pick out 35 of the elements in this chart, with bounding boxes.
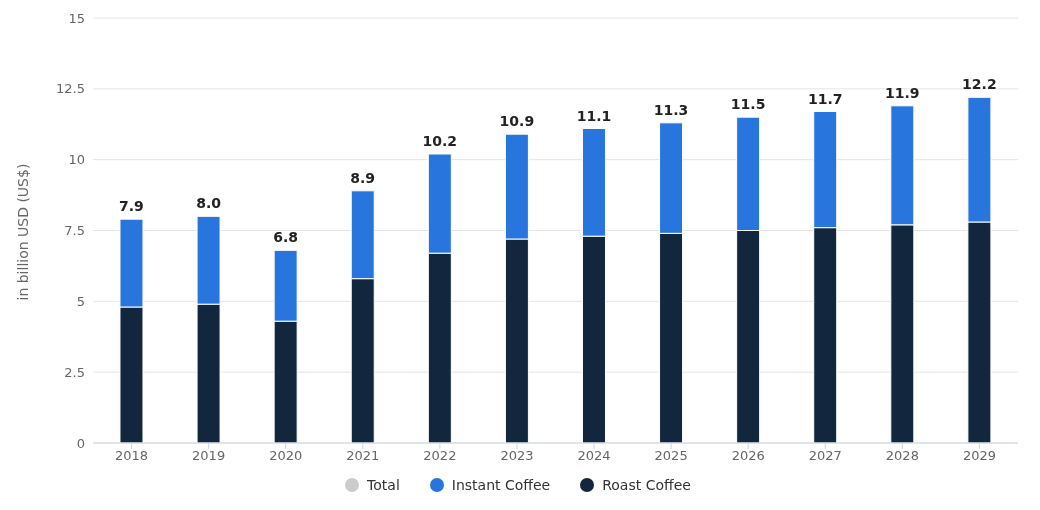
total-label: 10.9 [499,113,535,130]
x-tick-label: 2020 [269,448,303,464]
total-label: 11.5 [730,96,766,113]
y-tick-label: 2.5 [64,364,85,380]
y-tick-label: 5 [76,293,85,309]
legend-label: Instant Coffee [451,477,551,493]
x-tick-label: 2027 [808,448,842,464]
x-tick-label: 2026 [731,448,765,464]
total-label: 11.3 [653,101,689,118]
total-label: 11.9 [885,84,920,101]
total-label: 8.9 [350,169,376,186]
x-tick-label: 2021 [346,448,380,464]
total-label: 11.7 [807,90,843,107]
legend-label: Total [367,477,400,493]
x-tick-label: 2024 [577,448,611,464]
legend-label: Roast Coffee [602,477,691,493]
y-tick-label: 12.5 [56,81,85,97]
y-tick-label: 7.5 [64,223,85,239]
x-tick-label: 2025 [654,448,688,464]
total-label: 12.2 [962,76,997,93]
x-tick-label: 2023 [500,448,534,464]
total-label: 7.9 [119,198,144,215]
y-tick-label: 0 [76,435,85,451]
y-axis-title: in billion USD (US$) [14,163,31,301]
x-tick-label: 2022 [423,448,457,464]
x-tick-label: 2018 [114,448,149,464]
total-label: 8.0 [196,195,222,212]
x-tick-label: 2019 [192,448,226,464]
total-label: 6.8 [273,229,299,246]
y-tick-label: 10 [68,152,85,168]
x-tick-label: 2029 [962,448,997,464]
x-tick-label: 2028 [885,448,919,464]
total-label: 11.1 [576,107,612,124]
total-label: 10.2 [422,133,458,149]
y-tick-label: 15 [68,10,85,26]
